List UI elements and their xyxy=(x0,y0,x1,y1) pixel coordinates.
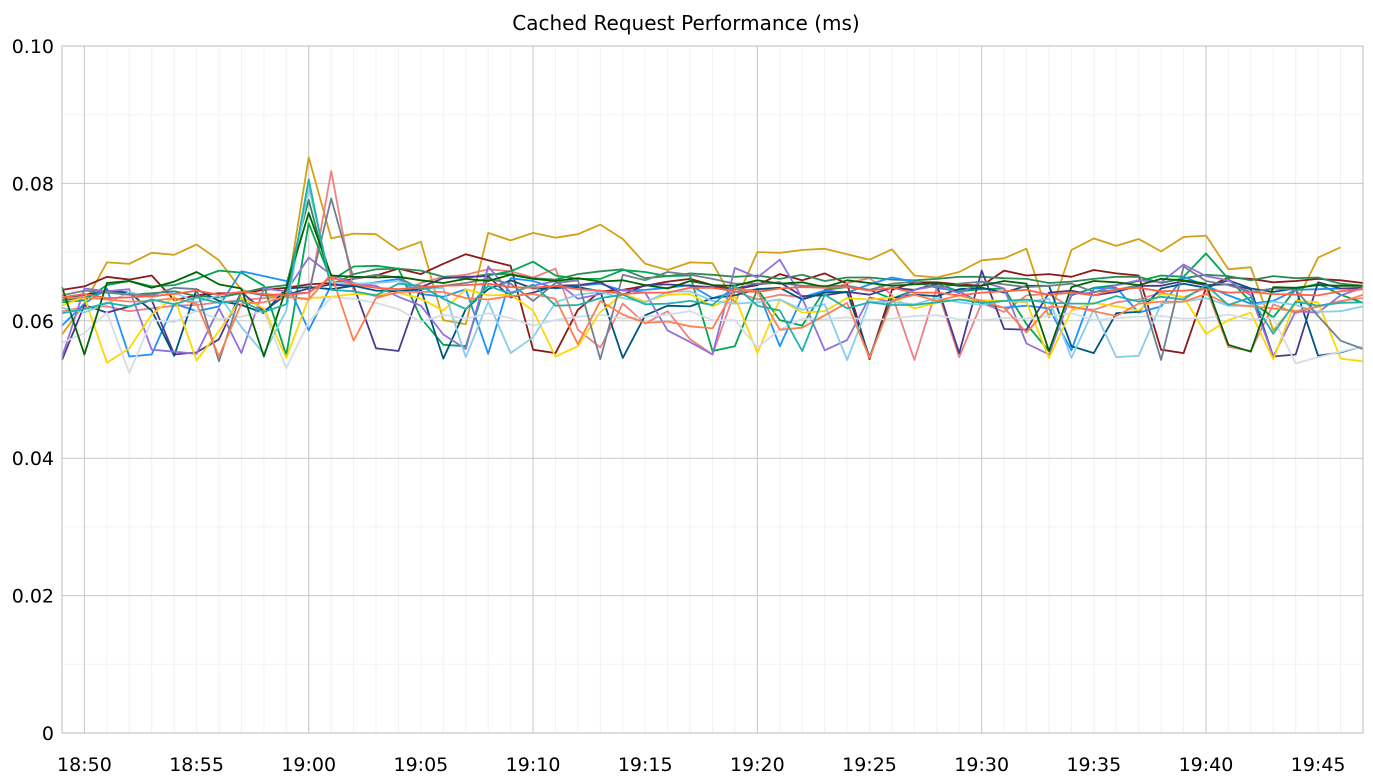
series-layer xyxy=(61,156,1364,374)
series-line xyxy=(61,156,1341,336)
x-tick-label: 19:35 xyxy=(1066,754,1121,776)
y-tick-label: 0.08 xyxy=(12,173,54,195)
series-line xyxy=(61,256,1364,358)
x-tick-label: 19:00 xyxy=(281,754,336,776)
x-tick-label: 19:30 xyxy=(954,754,1009,776)
x-tick-label: 18:50 xyxy=(57,754,112,776)
y-axis: 0 0.02 0.04 0.06 0.08 0.10 xyxy=(12,36,54,745)
x-axis: 18:50 18:55 19:00 19:05 19:10 19:15 19:20 19:25… xyxy=(57,754,1345,776)
y-tick-label: 0.02 xyxy=(12,586,54,608)
y-tick-label: 0.10 xyxy=(12,36,54,58)
series-line xyxy=(61,288,1364,364)
x-tick-label: 19:45 xyxy=(1291,754,1346,776)
plot-frame xyxy=(61,45,1364,734)
x-tick-label: 19:25 xyxy=(842,754,897,776)
chart-title: Cached Request Performance (ms) xyxy=(512,11,859,35)
y-tick-label: 0 xyxy=(42,723,54,745)
x-tick-label: 19:40 xyxy=(1179,754,1234,776)
grid xyxy=(61,45,1364,734)
series-line xyxy=(61,178,1364,352)
y-tick-label: 0.06 xyxy=(12,311,54,333)
x-tick-label: 19:20 xyxy=(730,754,785,776)
x-tick-label: 18:55 xyxy=(169,754,224,776)
series-line xyxy=(61,273,1364,359)
x-tick-label: 19:05 xyxy=(394,754,449,776)
y-tick-label: 0.04 xyxy=(12,448,54,470)
series-line xyxy=(61,211,1363,358)
x-tick-label: 19:15 xyxy=(618,754,673,776)
series-line xyxy=(61,186,1364,361)
series-line xyxy=(61,296,1364,374)
x-tick-label: 19:10 xyxy=(506,754,561,776)
series-line xyxy=(61,276,1364,300)
